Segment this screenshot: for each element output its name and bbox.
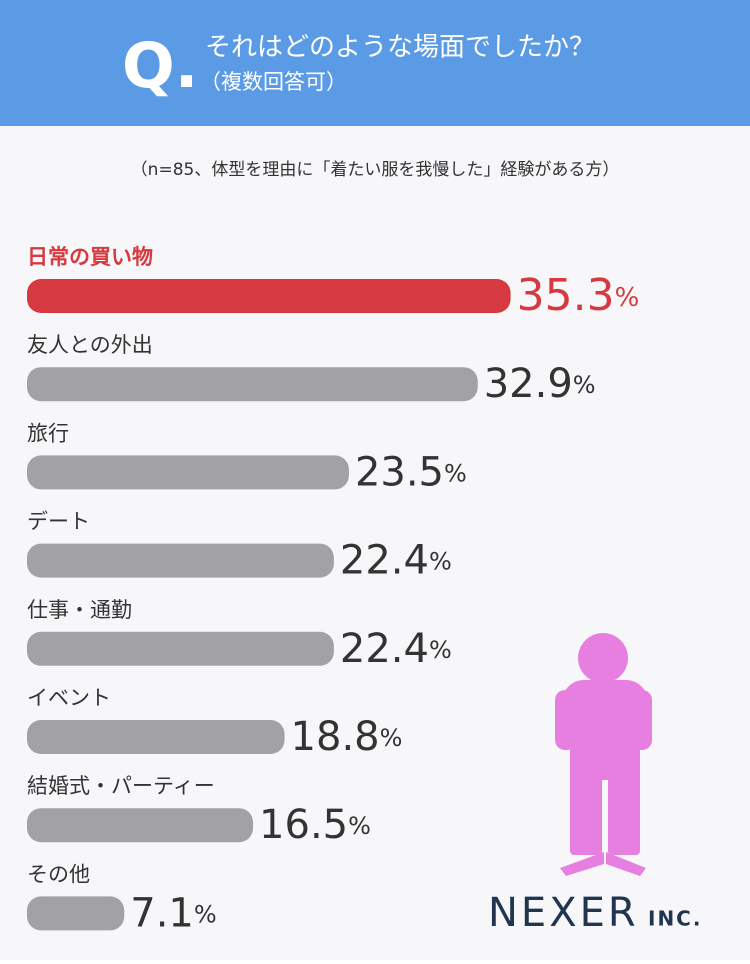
logo: NEXER xyxy=(488,890,639,936)
value-number: 35.3 xyxy=(517,270,615,321)
bar xyxy=(27,896,125,931)
value-unit: % xyxy=(444,459,467,487)
logo-suffix: INC. xyxy=(648,907,702,931)
value-number: 7.1 xyxy=(130,890,194,936)
chart-title: それはどのような場面でしたか？ xyxy=(205,33,595,63)
value-unit: % xyxy=(429,548,452,576)
value-label: 32.9% xyxy=(484,361,596,407)
category-label: 仕事・通勤 xyxy=(27,598,132,622)
category-label: 友人との外出 xyxy=(27,333,153,357)
value-label: 22.4% xyxy=(340,626,452,672)
value-label: 18.8% xyxy=(291,714,403,760)
bar xyxy=(27,367,478,402)
bar xyxy=(27,543,334,578)
value-label: 35.3% xyxy=(517,270,640,321)
category-label: 日常の買い物 xyxy=(27,245,153,269)
value-unit: % xyxy=(380,724,403,752)
category-label: デート xyxy=(27,510,90,534)
value-number: 23.5 xyxy=(355,449,444,495)
value-label: 22.4% xyxy=(340,538,452,584)
bar xyxy=(27,808,254,843)
person-figure xyxy=(555,633,652,876)
value-label: 7.1% xyxy=(130,890,216,936)
value-unit: % xyxy=(615,283,640,313)
title-note: （複数回答可） xyxy=(200,70,347,94)
value-unit: % xyxy=(429,636,452,664)
value-number: 22.4 xyxy=(340,626,429,672)
header-band xyxy=(0,0,750,126)
question-mark: Q. xyxy=(122,29,198,102)
value-number: 22.4 xyxy=(340,538,429,584)
value-number: 16.5 xyxy=(259,802,348,848)
category-label: その他 xyxy=(27,862,90,886)
value-unit: % xyxy=(348,812,371,840)
bar xyxy=(27,279,511,313)
value-unit: % xyxy=(194,900,217,928)
bar xyxy=(27,631,334,666)
subtitle: （n=85、体型を理由に「着たい服を我慢した」経験がある方） xyxy=(131,159,620,180)
value-label: 16.5% xyxy=(259,802,371,848)
bar xyxy=(27,720,285,754)
value-number: 18.8 xyxy=(291,714,380,760)
category-label: 旅行 xyxy=(27,421,69,445)
value-number: 32.9 xyxy=(484,361,573,407)
bar xyxy=(27,455,349,490)
category-label: 結婚式・パーティー xyxy=(27,774,215,798)
category-label: イベント xyxy=(27,686,111,710)
value-unit: % xyxy=(573,371,596,399)
value-label: 23.5% xyxy=(355,449,467,495)
